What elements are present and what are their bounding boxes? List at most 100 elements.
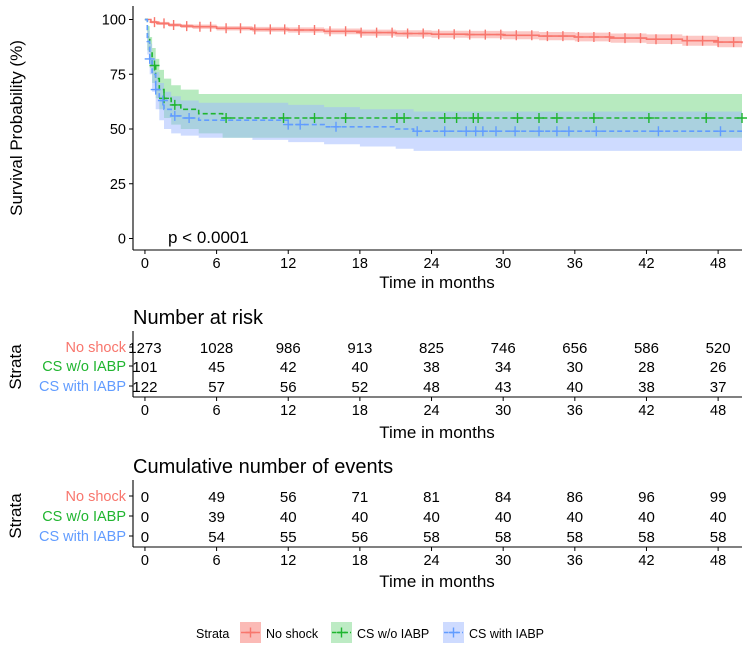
censor-mark [265,24,276,35]
censor-mark [325,26,335,37]
table-cell: 38 [423,359,440,376]
x-tick-label: 24 [423,256,439,272]
censor-mark [461,126,472,137]
censor-mark [682,35,693,46]
censor-mark [169,110,180,121]
table-cell: 84 [495,489,512,506]
table-cell: 54 [208,529,225,546]
y-axis-title: Survival Probability (%) [7,40,26,216]
y-tick-label: 50 [110,122,126,138]
censor-mark [356,27,367,38]
table-cell: 913 [347,340,372,357]
table-cell: 56 [280,379,297,396]
strata-label-no-shock: No shock [66,340,127,356]
table-cell: 56 [352,529,369,546]
censor-mark [551,126,562,137]
censor-mark [563,126,574,137]
legend-item-cs-w-o-iabp: CS w/o IABP [331,622,429,643]
censor-mark [249,24,260,35]
table-cell: 58 [495,529,512,546]
censor-mark [309,113,320,123]
table-cell: 122 [132,379,157,396]
survival-line-cs-with-iabp [144,18,742,132]
survival-plot-panel: 0 25 50 75 100 0 6 12 18 24 30 36 42 48 Time in months… [7,6,747,292]
table-cell: 99 [710,489,727,506]
censor-mark [480,29,491,40]
table-cell: 81 [423,489,440,506]
table-cell: 30 [566,359,583,376]
censor-mark [737,113,747,123]
table-cell: 986 [276,340,301,357]
censor-mark [534,113,544,123]
x-tick-label: 18 [352,256,368,272]
table-cell: 58 [566,529,583,546]
censor-mark [728,37,739,48]
table-cell: 39 [208,509,225,526]
table-cell: 34 [495,359,512,376]
table-cell: 40 [638,509,655,526]
x-tick-label: 0 [141,256,149,272]
x-tick-label: 6 [213,553,221,569]
table-cell: 40 [280,509,297,526]
x-tick-label: 6 [213,403,221,419]
legend-title: Strata [196,627,229,641]
y-tick-label: 0 [118,232,126,248]
table-cell: 71 [352,489,369,506]
censor-mark [371,27,382,38]
table-cell: 42 [280,359,297,376]
x-tick-label: 42 [638,553,654,569]
legend-censor-mark [448,627,459,638]
censor-mark [635,33,646,44]
x-tick-label: 36 [567,553,583,569]
censor-mark [194,21,205,32]
legend-label: CS with IABP [469,627,544,641]
x-tick-label: 6 [213,256,221,272]
censor-mark [279,24,290,35]
table-title: Number at risk [133,307,264,329]
x-tick-label: 36 [567,256,583,272]
table-cell: 40 [423,509,440,526]
x-tick-label: 42 [638,403,654,419]
legend-label: No shock [266,627,319,641]
survival-line-cs-w-o-iabp [144,18,742,119]
censor-mark [399,113,410,123]
legend-item-cs-with-iabp: CS with IABP [443,622,544,643]
table-cell: 28 [638,359,655,376]
censor-mark [713,37,724,48]
table-cell: 0 [141,509,149,526]
table-cell: 101 [132,359,157,376]
x-tick-label: 48 [710,553,726,569]
table-cell: 58 [710,529,727,546]
y-tick-label: 100 [102,13,126,29]
censor-mark [340,113,351,123]
censor-mark [159,18,169,29]
table-cell: 825 [419,340,444,357]
table-cell: 49 [208,489,225,506]
strata-label-cs-with-iabp: CS with IABP [39,379,126,395]
x-tick-label: 12 [280,553,296,569]
x-tick-label: 12 [280,403,296,419]
legend-label: CS w/o IABP [357,627,429,641]
censor-mark [643,113,654,123]
table-cell: 52 [352,379,369,396]
censor-mark [168,20,179,30]
censor-mark [510,126,521,137]
censor-mark [715,126,726,137]
x-axis-title: Time in months [379,273,495,292]
censor-marks-cs-w-o-iabp [149,60,747,123]
x-tick-label: 0 [141,553,149,569]
censor-mark [402,28,413,39]
censor-mark [144,53,155,64]
table-cell: 0 [141,489,149,506]
table-cell: 43 [495,379,512,396]
x-tick-label: 24 [423,553,439,569]
table-cell: 586 [634,340,659,357]
y-axis-title: Strata [6,344,25,390]
table-cell: 40 [566,379,583,396]
strata-label-cs-w-o-iabp: CS w/o IABP [42,359,126,375]
censor-mark [181,21,192,32]
censor-mark [491,126,501,137]
x-tick-label: 42 [638,256,654,272]
legend-censor-mark [336,627,347,638]
